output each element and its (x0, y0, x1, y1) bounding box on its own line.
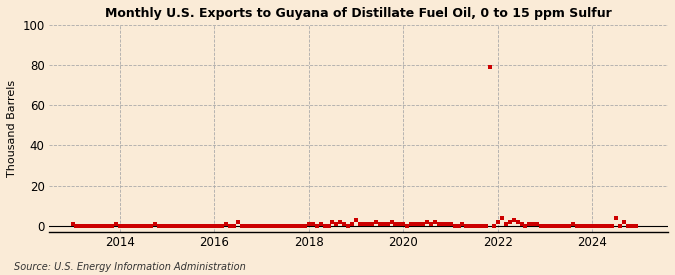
Y-axis label: Thousand Barrels: Thousand Barrels (7, 80, 17, 177)
Text: Source: U.S. Energy Information Administration: Source: U.S. Energy Information Administ… (14, 262, 245, 272)
Title: Monthly U.S. Exports to Guyana of Distillate Fuel Oil, 0 to 15 ppm Sulfur: Monthly U.S. Exports to Guyana of Distil… (105, 7, 612, 20)
